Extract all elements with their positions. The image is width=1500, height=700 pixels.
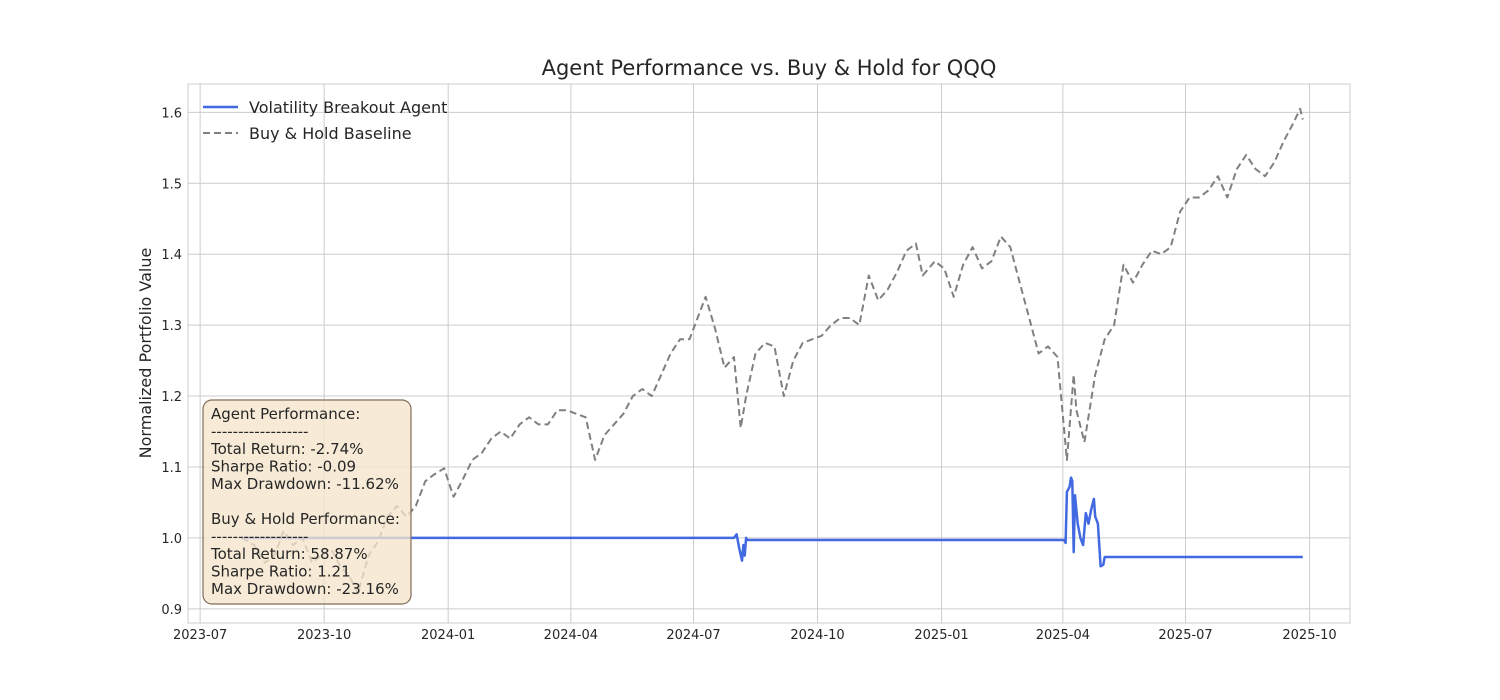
x-tick-label: 2023-07 (173, 628, 227, 643)
legend: Volatility Breakout Agent Buy & Hold Bas… (203, 98, 447, 143)
x-tick-label: 2024-01 (421, 628, 475, 643)
y-tick-label: 1.5 (161, 177, 182, 192)
y-tick-label: 1.4 (161, 248, 182, 263)
performance-annotation-box: Agent Performance:------------------Tota… (202, 399, 412, 605)
y-tick-label: 1.1 (161, 461, 182, 476)
y-tick-label: 1.6 (161, 106, 182, 121)
annotation-line: ------------------ (211, 423, 308, 441)
annotation-line: Max Drawdown: -23.16% (211, 580, 399, 598)
y-tick-label: 1.0 (161, 532, 182, 547)
x-tick-label: 2025-01 (914, 628, 968, 643)
x-tick-label: 2024-10 (790, 628, 844, 643)
x-tick-label: 2025-04 (1036, 628, 1090, 643)
annotation-line: Sharpe Ratio: -0.09 (211, 458, 356, 476)
annotation-line: Agent Performance: (211, 405, 360, 423)
y-axis-label: Normalized Portfolio Value (136, 248, 155, 459)
annotation-line: Total Return: -2.74% (210, 440, 363, 458)
x-axis-ticks: 2023-07 2023-10 2024-01 2024-04 2024-07 2024-… (173, 628, 1337, 643)
x-tick-label: 2025-07 (1158, 628, 1212, 643)
annotation-box-background (202, 399, 412, 605)
legend-label-baseline: Buy & Hold Baseline (249, 124, 412, 143)
x-tick-label: 2023-10 (297, 628, 351, 643)
x-tick-label: 2024-04 (544, 628, 598, 643)
series-line-agent (241, 476, 1303, 568)
x-tick-label: 2024-07 (666, 628, 720, 643)
series-lines (241, 107, 1304, 595)
y-tick-label: 1.3 (161, 319, 182, 334)
x-tick-label: 2025-10 (1282, 628, 1336, 643)
annotation-line: Max Drawdown: -11.62% (211, 475, 399, 493)
annotation-line: Sharpe Ratio: 1.21 (211, 563, 351, 581)
plot-frame (187, 83, 1351, 624)
y-tick-label: 0.9 (161, 603, 182, 618)
legend-label-agent: Volatility Breakout Agent (249, 98, 447, 117)
annotation-line: Total Return: 58.87% (210, 545, 368, 563)
y-axis-ticks: 0.9 1.0 1.1 1.2 1.3 1.4 1.5 1.6 (161, 106, 182, 617)
series-line-baseline (241, 107, 1304, 595)
annotation-line: Buy & Hold Performance: (211, 510, 400, 528)
annotation-line: ------------------ (211, 528, 308, 546)
y-tick-label: 1.2 (161, 390, 182, 405)
chart-title: Agent Performance vs. Buy & Hold for QQQ (542, 56, 997, 80)
